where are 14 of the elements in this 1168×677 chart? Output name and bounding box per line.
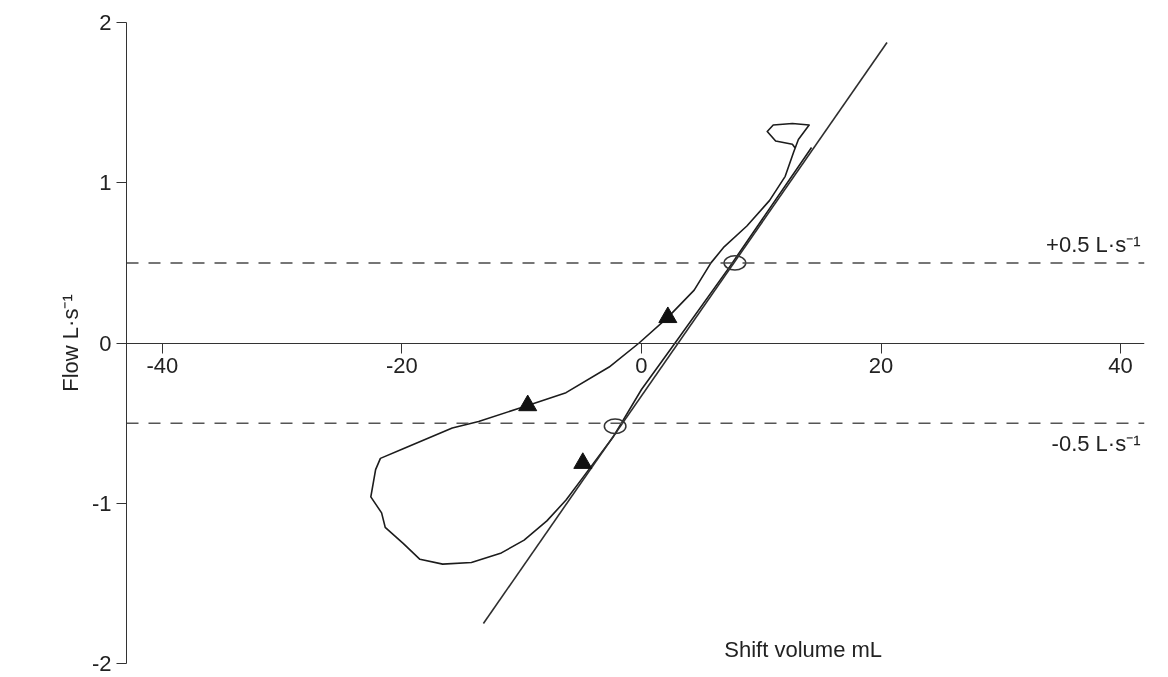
y-tick-label: -2: [91, 651, 112, 676]
x-tick-label: 0: [635, 353, 648, 378]
x-axis-title: Shift volume mL: [724, 636, 883, 662]
ref-line-label: -0.5 L·s⁻¹: [1051, 431, 1141, 457]
x-tick-label: -20: [386, 353, 418, 378]
x-tick-label: -40: [146, 353, 179, 378]
x-tick-label: 20: [868, 353, 894, 378]
y-tick-label: 0: [99, 330, 112, 356]
y-axis-title: Flow L·s⁻¹: [57, 294, 83, 392]
y-tick-label: 1: [99, 170, 112, 196]
ref-line-label: +0.5 L·s⁻¹: [1046, 231, 1141, 257]
x-tick-label: 40: [1108, 353, 1133, 378]
y-tick-label: -1: [91, 490, 112, 516]
y-tick-label: 2: [99, 10, 112, 35]
